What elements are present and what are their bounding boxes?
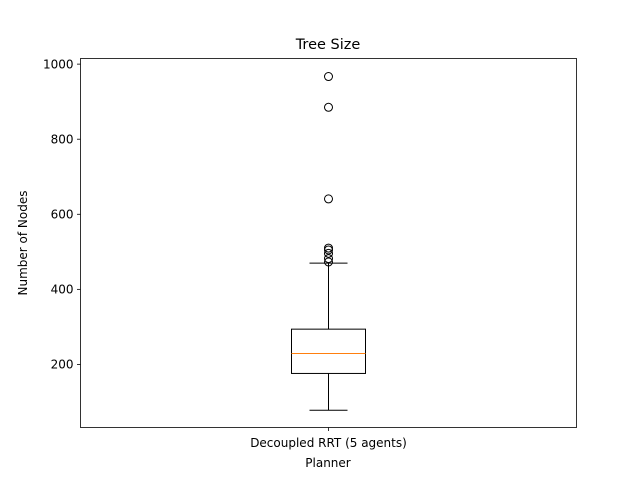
y-axis-label: Number of Nodes xyxy=(16,191,30,296)
interquartile-box xyxy=(291,328,366,374)
outlier-point xyxy=(324,254,333,264)
y-tick-label: 1000 xyxy=(43,57,74,71)
outlier-point xyxy=(324,248,333,258)
y-tick-label: 400 xyxy=(51,283,74,297)
x-axis-label: Planner xyxy=(305,456,351,470)
x-tick-label: Decoupled RRT (5 agents) xyxy=(250,436,407,450)
outlier-point xyxy=(324,72,333,82)
y-tick-label: 200 xyxy=(51,358,74,372)
plot-content xyxy=(291,72,366,411)
y-tick-label: 800 xyxy=(51,133,74,147)
y-tick-label: 600 xyxy=(51,208,74,222)
outlier-point xyxy=(324,194,333,204)
y-axis: 200 400 600 800 1000 xyxy=(43,57,81,372)
chart-title: Tree Size xyxy=(295,37,361,53)
x-axis: Decoupled RRT (5 agents) xyxy=(250,427,407,450)
outlier-point xyxy=(324,102,333,112)
outlier-point xyxy=(324,257,333,267)
outlier-point xyxy=(324,243,333,253)
box-group xyxy=(291,72,366,411)
